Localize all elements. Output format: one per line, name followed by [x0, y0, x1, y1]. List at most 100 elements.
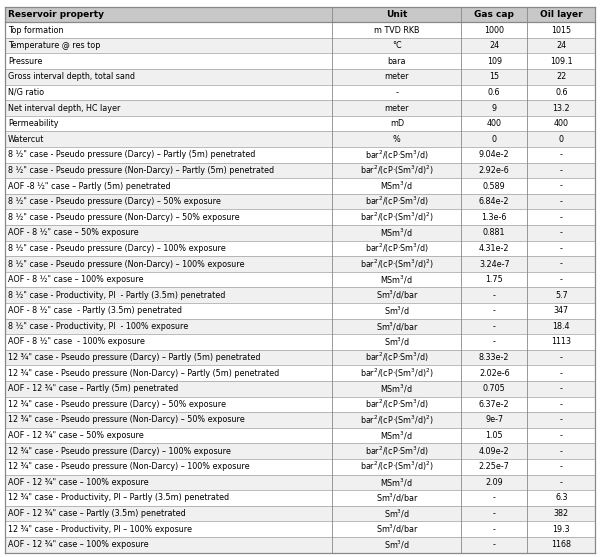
Text: bar$^2$/(cP·(Sm$^3$/d)$^2$): bar$^2$/(cP·(Sm$^3$/d)$^2$): [360, 413, 434, 427]
Bar: [5, 131, 332, 147]
Text: 0.589: 0.589: [483, 182, 506, 190]
Bar: [5, 209, 332, 225]
Bar: [332, 38, 461, 53]
Bar: [461, 287, 527, 303]
Text: MSm$^3$/d: MSm$^3$/d: [380, 476, 413, 488]
Text: -: -: [493, 322, 496, 331]
Bar: [527, 381, 595, 397]
Text: Sm$^3$/d/bar: Sm$^3$/d/bar: [376, 320, 418, 333]
Bar: [461, 459, 527, 475]
Bar: [461, 537, 527, 553]
Text: 6.37e-2: 6.37e-2: [479, 400, 509, 409]
Bar: [5, 475, 332, 490]
Text: -: -: [493, 509, 496, 518]
Bar: [527, 116, 595, 131]
Text: 9e-7: 9e-7: [485, 416, 503, 424]
Bar: [332, 163, 461, 178]
Text: 1.3e-6: 1.3e-6: [482, 213, 507, 222]
Bar: [5, 116, 332, 131]
Bar: [527, 256, 595, 272]
Bar: [332, 443, 461, 459]
Text: Sm$^3$/d: Sm$^3$/d: [384, 305, 410, 317]
Text: Gas cap: Gas cap: [475, 10, 514, 19]
Bar: [461, 241, 527, 256]
Text: 0.705: 0.705: [483, 384, 506, 393]
Text: -: -: [560, 197, 563, 206]
Text: 19.3: 19.3: [553, 525, 570, 534]
Text: -: -: [493, 291, 496, 300]
Bar: [527, 7, 595, 22]
Text: AOF - 12 ¾" case – 100% exposure: AOF - 12 ¾" case – 100% exposure: [8, 540, 148, 549]
Bar: [461, 69, 527, 85]
Bar: [5, 22, 332, 38]
Text: MSm$^3$/d: MSm$^3$/d: [380, 273, 413, 286]
Bar: [527, 303, 595, 319]
Bar: [5, 319, 332, 334]
Bar: [461, 38, 527, 53]
Text: 12 ¾" case - Pseudo pressure (Non-Darcy) – 100% exposure: 12 ¾" case - Pseudo pressure (Non-Darcy)…: [8, 462, 250, 471]
Bar: [5, 163, 332, 178]
Bar: [332, 521, 461, 537]
Bar: [461, 194, 527, 209]
Text: 8 ½" case - Pseudo pressure (Non-Darcy) – Partly (5m) penetrated: 8 ½" case - Pseudo pressure (Non-Darcy) …: [8, 166, 274, 175]
Bar: [5, 443, 332, 459]
Text: 8.33e-2: 8.33e-2: [479, 353, 509, 362]
Text: AOF - 8 ½" case – 50% exposure: AOF - 8 ½" case – 50% exposure: [8, 228, 139, 237]
Bar: [527, 459, 595, 475]
Bar: [527, 334, 595, 350]
Text: 9.04e-2: 9.04e-2: [479, 150, 509, 159]
Bar: [332, 459, 461, 475]
Text: MSm$^3$/d: MSm$^3$/d: [380, 383, 413, 395]
Bar: [5, 537, 332, 553]
Bar: [5, 100, 332, 116]
Text: Net interval depth, HC layer: Net interval depth, HC layer: [8, 104, 120, 113]
Bar: [332, 241, 461, 256]
Text: Temperature @ res top: Temperature @ res top: [8, 41, 100, 50]
Bar: [332, 350, 461, 365]
Text: mD: mD: [390, 119, 404, 128]
Text: 12 ¾" case - Pseudo pressure (Darcy) – 100% exposure: 12 ¾" case - Pseudo pressure (Darcy) – 1…: [8, 447, 230, 456]
Text: Top formation: Top formation: [8, 26, 64, 35]
Bar: [332, 209, 461, 225]
Bar: [5, 365, 332, 381]
Bar: [332, 85, 461, 100]
Text: AOF - 12 ¾" case – 100% exposure: AOF - 12 ¾" case – 100% exposure: [8, 478, 148, 487]
Bar: [5, 303, 332, 319]
Bar: [5, 178, 332, 194]
Bar: [332, 475, 461, 490]
Text: -: -: [560, 275, 563, 284]
Bar: [461, 381, 527, 397]
Text: -: -: [560, 447, 563, 456]
Bar: [5, 506, 332, 521]
Bar: [461, 256, 527, 272]
Bar: [332, 490, 461, 506]
Bar: [332, 272, 461, 287]
Text: 12 ¾" case - Productivity, PI – 100% exposure: 12 ¾" case - Productivity, PI – 100% exp…: [8, 525, 192, 534]
Bar: [5, 38, 332, 53]
Text: 6.3: 6.3: [555, 494, 568, 502]
Bar: [332, 397, 461, 412]
Text: bar$^2$/(cP·(Sm$^3$/d)$^2$): bar$^2$/(cP·(Sm$^3$/d)$^2$): [360, 211, 434, 224]
Text: 12 ¾" case - Pseudo pressure (Non-Darcy) – 50% exposure: 12 ¾" case - Pseudo pressure (Non-Darcy)…: [8, 416, 245, 424]
Text: Sm$^3$/d/bar: Sm$^3$/d/bar: [376, 523, 418, 535]
Text: 0: 0: [559, 135, 564, 144]
Bar: [5, 194, 332, 209]
Bar: [5, 256, 332, 272]
Text: 4.31e-2: 4.31e-2: [479, 244, 509, 253]
Text: -: -: [560, 182, 563, 190]
Bar: [527, 506, 595, 521]
Bar: [461, 334, 527, 350]
Text: 8 ½" case - Pseudo pressure (Non-Darcy) – 100% exposure: 8 ½" case - Pseudo pressure (Non-Darcy) …: [8, 260, 244, 268]
Text: 22: 22: [556, 72, 566, 81]
Bar: [5, 459, 332, 475]
Text: 24: 24: [556, 41, 566, 50]
Text: Gross interval depth, total sand: Gross interval depth, total sand: [8, 72, 135, 81]
Bar: [527, 22, 595, 38]
Text: AOF - 8 ½" case – 100% exposure: AOF - 8 ½" case – 100% exposure: [8, 275, 143, 284]
Bar: [332, 100, 461, 116]
Text: 3.24e-7: 3.24e-7: [479, 260, 509, 268]
Text: 1.75: 1.75: [485, 275, 503, 284]
Text: 8 ½" case - Pseudo pressure (Darcy) – 100% exposure: 8 ½" case - Pseudo pressure (Darcy) – 10…: [8, 244, 226, 253]
Bar: [5, 225, 332, 241]
Text: -: -: [560, 166, 563, 175]
